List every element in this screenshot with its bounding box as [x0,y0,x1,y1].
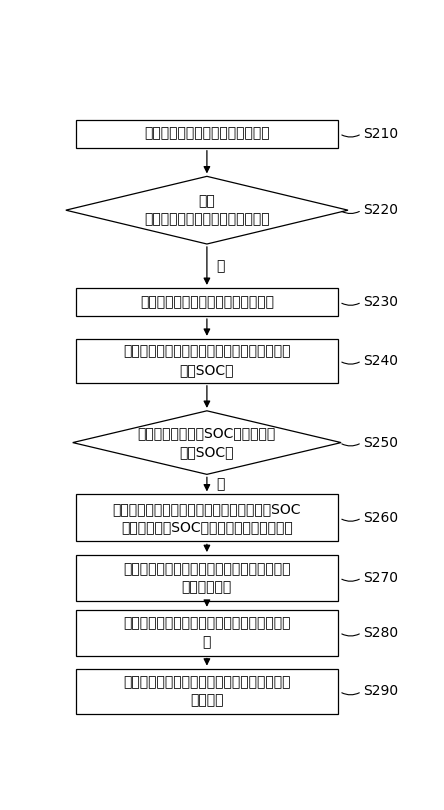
Text: 获位于活化时间内蓄电池在各个时刻的放电电
流和放电电压: 获位于活化时间内蓄电池在各个时刻的放电电 流和放电电压 [123,561,291,594]
Text: 获取蓄电池正常工作的充放电时间: 获取蓄电池正常工作的充放电时间 [144,126,270,141]
Text: 根据蓄电池的内阻和活化时间，确定蓄电池的
当前状态: 根据蓄电池的内阻和活化时间，确定蓄电池的 当前状态 [123,676,291,708]
Text: S260: S260 [364,511,399,525]
FancyBboxPatch shape [76,120,338,147]
Text: S210: S210 [364,126,399,141]
Text: S270: S270 [364,571,398,585]
Text: 在蓄电池进行活化过程中，实时获取蓄电池的
当前SOC值: 在蓄电池进行活化过程中，实时获取蓄电池的 当前SOC值 [123,344,291,377]
FancyBboxPatch shape [76,610,338,655]
Text: 根据各放电电流和放电电压，确定蓄电池的内
阻: 根据各放电电流和放电电压，确定蓄电池的内 阻 [123,616,291,649]
FancyBboxPatch shape [76,555,338,601]
Text: 判断蓄电池的当前SOC值是否达到
预设SOC值: 判断蓄电池的当前SOC值是否达到 预设SOC值 [138,426,276,458]
Text: 确定蓄电池结束自活化，并将蓄电池从初始SOC
值至达到预设SOC值的时间确定为活化时间: 确定蓄电池结束自活化，并将蓄电池从初始SOC 值至达到预设SOC值的时间确定为活… [113,501,301,534]
FancyBboxPatch shape [76,339,338,383]
Text: S250: S250 [364,436,398,450]
Text: 是: 是 [217,259,225,273]
Text: S230: S230 [364,295,398,309]
Text: 判断
充放电时间是否达到预设活化周期: 判断 充放电时间是否达到预设活化周期 [144,194,270,226]
FancyBboxPatch shape [76,494,338,541]
Text: S220: S220 [364,203,398,217]
Text: 是: 是 [217,477,225,492]
Polygon shape [73,411,341,475]
Text: S290: S290 [364,684,399,698]
Text: 控制蓄电池进行自活化和内阻的检测: 控制蓄电池进行自活化和内阻的检测 [140,295,274,309]
Text: S240: S240 [364,354,398,368]
Text: S280: S280 [364,625,399,640]
FancyBboxPatch shape [76,288,338,316]
FancyBboxPatch shape [76,668,338,714]
Polygon shape [66,177,348,244]
